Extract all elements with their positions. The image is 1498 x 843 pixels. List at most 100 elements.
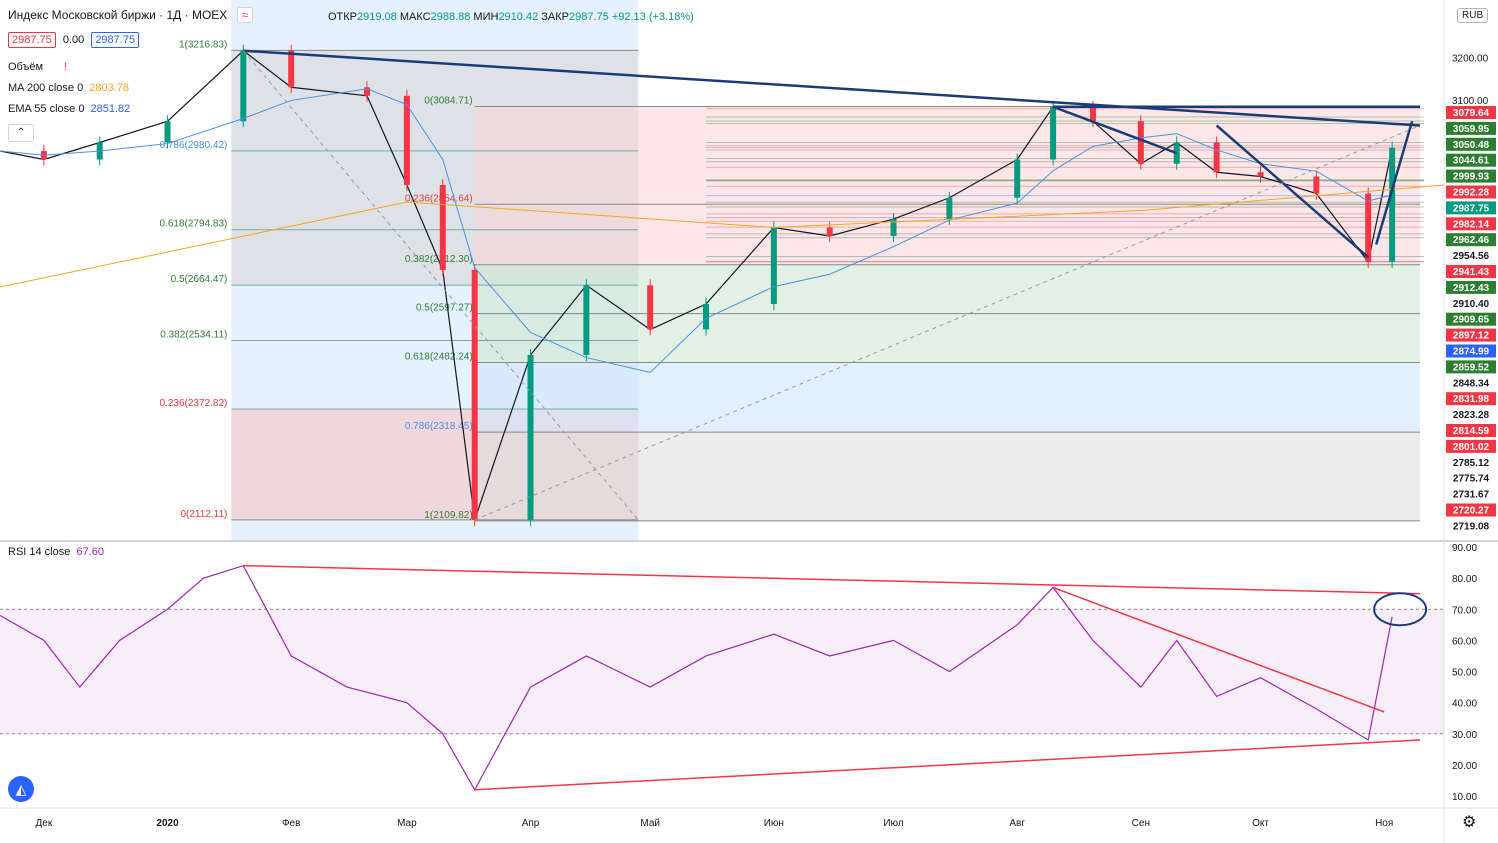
price-label: 2909.65 xyxy=(1453,315,1490,326)
ohlc-close: 2987.75 xyxy=(569,11,609,23)
currency-badge[interactable]: RUB xyxy=(1457,8,1489,23)
time-axis-label: Фев xyxy=(282,818,300,829)
fib-left-label: 1(3216.83) xyxy=(179,39,227,50)
price-label-bg xyxy=(1446,265,1496,278)
price-line xyxy=(0,49,1393,521)
candle-body xyxy=(403,95,410,185)
time-axis-label: Окт xyxy=(1252,818,1269,829)
price-label: 2954.56 xyxy=(1453,251,1490,262)
ohlc-change: +92.13 (+3.18%) xyxy=(611,11,694,23)
rsi-value: 67.60 xyxy=(76,546,104,558)
ohlc-low-key: МИН xyxy=(473,11,499,23)
price-label-bg xyxy=(1446,217,1496,231)
price-label: 2814.59 xyxy=(1453,426,1490,437)
fib-right-label: 0.236(2854.64) xyxy=(405,193,473,204)
fib-left-label: 0.382(2534.11) xyxy=(160,330,227,341)
price-label: 2831.98 xyxy=(1453,394,1490,405)
time-axis-label: Сен xyxy=(1132,818,1150,829)
price-label: 2801.02 xyxy=(1453,442,1490,453)
ohlc-high-key: МАКС xyxy=(399,11,431,23)
candle-body xyxy=(1014,159,1021,198)
rsi-tick: 90.00 xyxy=(1452,543,1477,554)
price-label-bg xyxy=(1446,312,1496,326)
settings-gear-icon[interactable]: ⚙ xyxy=(1462,814,1477,831)
price-tick: 3100.00 xyxy=(1452,96,1489,107)
collapse-legend-icon[interactable]: ⌃ xyxy=(8,124,34,142)
rsi-tick: 70.00 xyxy=(1452,605,1477,616)
ohlc-open-key: ОТКР xyxy=(328,11,358,23)
ohlc-high: 2988.88 xyxy=(430,11,471,23)
ema55-value: 2851.82 xyxy=(90,103,131,115)
candle-body xyxy=(288,50,295,88)
rsi-band xyxy=(0,609,1444,734)
bid-price[interactable]: 2987.75 xyxy=(8,32,56,48)
price-label: 2941.43 xyxy=(1453,267,1490,278)
time-axis-label: Июл xyxy=(883,818,903,829)
rsi-tick: 40.00 xyxy=(1452,699,1477,710)
ohlc-values: ОТКР2919.08 МАКС2988.88 МИН2910.42 ЗАКР2… xyxy=(328,11,694,23)
wave-line-1 xyxy=(1052,105,1178,155)
price-label: 2823.28 xyxy=(1453,410,1490,421)
candle-body xyxy=(583,285,590,355)
ma200-indicator[interactable]: MA 200 close 0 2803.78 xyxy=(8,82,132,94)
diagonal-dashed-line-2 xyxy=(242,50,639,521)
price-label: 2859.52 xyxy=(1453,362,1490,373)
price-label-bg xyxy=(1446,233,1496,247)
ema55-indicator[interactable]: EMA 55 close 0 2851.82 xyxy=(8,103,133,115)
candle-body xyxy=(770,227,777,304)
price-label: 2962.46 xyxy=(1453,235,1490,246)
price-label: 2848.34 xyxy=(1453,378,1490,389)
candle-body xyxy=(439,185,446,270)
price-label: 2982.14 xyxy=(1453,219,1490,230)
fib-right-band-top xyxy=(474,106,1421,265)
candle-body xyxy=(1137,121,1144,164)
ask-price[interactable]: 2987.75 xyxy=(91,32,140,48)
price-label-bg xyxy=(1446,137,1496,151)
fib-left-label: 0.618(2794.83) xyxy=(160,219,228,230)
candle-body xyxy=(1313,176,1320,194)
time-axis-label: Мар xyxy=(397,818,417,829)
price-label-bg xyxy=(1446,201,1496,215)
candle-body xyxy=(890,219,897,236)
price-label-bg xyxy=(1446,376,1496,390)
price-label: 2731.67 xyxy=(1453,490,1490,501)
rsi-tick: 50.00 xyxy=(1452,668,1477,679)
rsi-resistance-line xyxy=(243,564,1421,595)
time-axis-label: Дек xyxy=(36,818,53,829)
symbol-title[interactable]: Индекс Московской биржи · 1Д · MOEX xyxy=(8,8,228,22)
price-label-bg xyxy=(1446,408,1496,422)
price-label: 2910.40 xyxy=(1453,299,1490,310)
price-label-bg xyxy=(1446,121,1496,135)
price-label-bg xyxy=(1446,455,1496,469)
price-label: 3044.61 xyxy=(1453,156,1490,167)
rsi-line xyxy=(0,564,1393,792)
compare-icon[interactable]: ≈ xyxy=(236,7,254,23)
time-axis-label: Июн xyxy=(764,818,784,829)
rsi-tick: 60.00 xyxy=(1452,636,1477,647)
price-label-bg xyxy=(1446,169,1496,183)
candle-body xyxy=(1257,172,1264,177)
volume-indicator[interactable]: Объём ! xyxy=(8,61,67,73)
time-axis-label: Ноя xyxy=(1375,818,1393,829)
rsi-tick: 20.00 xyxy=(1452,761,1477,772)
fib-right-label: 1(2109.82) xyxy=(424,510,472,521)
rsi-tick: 10.00 xyxy=(1452,792,1477,803)
price-label-bg xyxy=(1446,503,1496,517)
candle-body xyxy=(1365,193,1372,262)
tradingview-logo-icon[interactable]: ◭ xyxy=(8,776,34,802)
price-label: 2992.28 xyxy=(1453,188,1490,199)
rsi-label: RSI 14 close xyxy=(8,546,71,558)
rsi-indicator[interactable]: RSI 14 close 67.60 xyxy=(8,546,107,558)
rsi-trend-line xyxy=(1052,586,1385,713)
quote-row: 2987.75 0.00 2987.75 xyxy=(8,32,140,48)
fib-right-band-bottom xyxy=(474,432,1421,521)
price-label-bg xyxy=(1446,392,1496,406)
ema55-line xyxy=(0,88,1393,373)
price-tick: 3200.00 xyxy=(1452,54,1489,65)
price-label: 3050.48 xyxy=(1453,140,1490,151)
warning-icon[interactable]: ! xyxy=(64,61,68,73)
candle-body xyxy=(647,285,654,330)
candle-body xyxy=(1389,147,1396,262)
fib-right-label: 0.618(2482.24) xyxy=(405,352,473,363)
